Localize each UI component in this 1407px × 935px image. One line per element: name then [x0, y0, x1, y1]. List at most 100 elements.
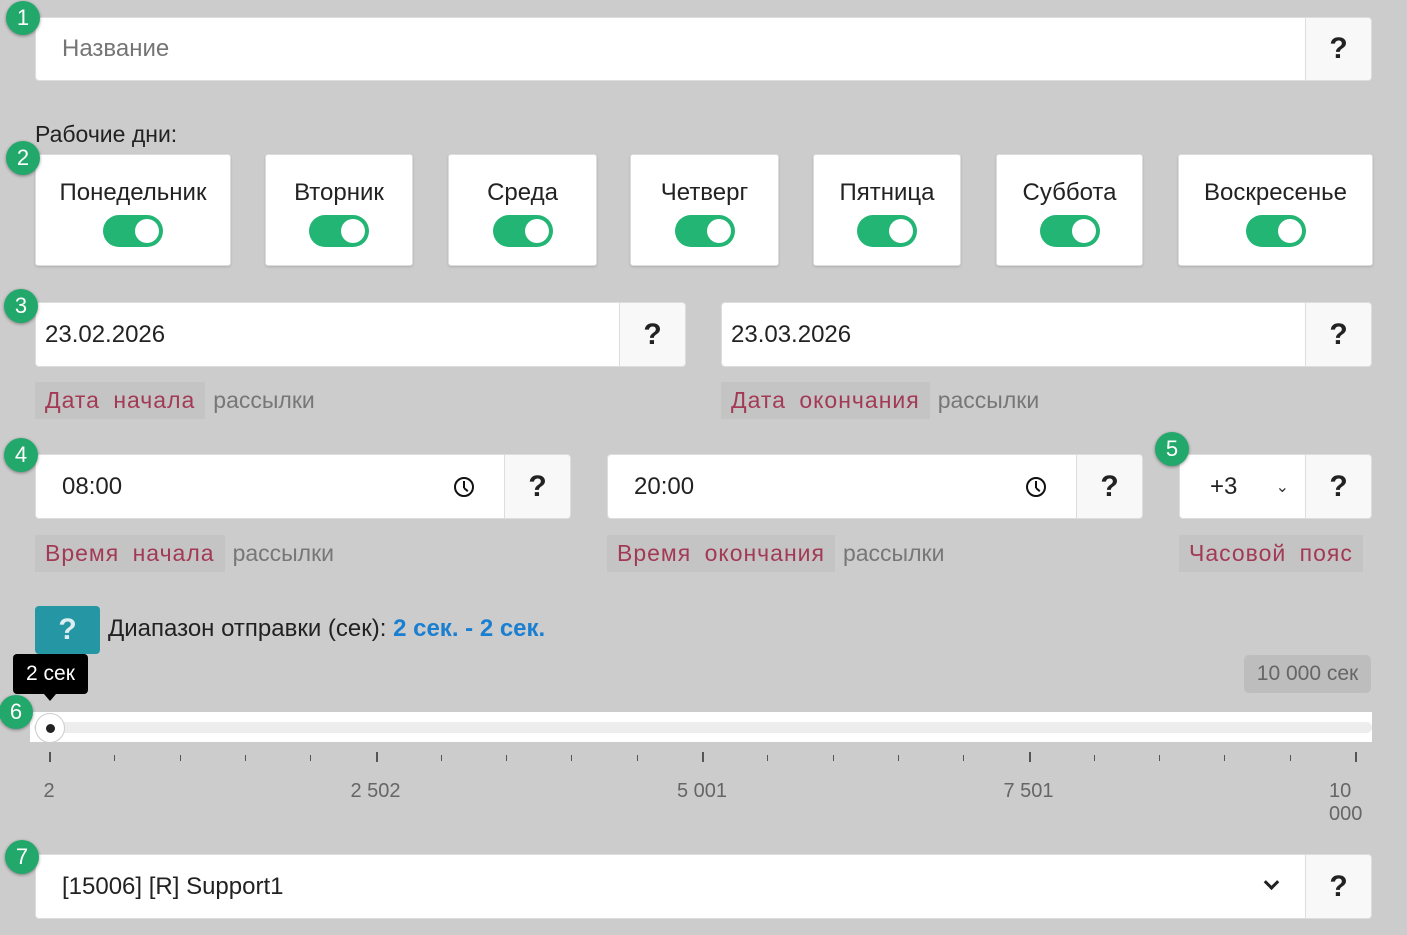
end-date-field[interactable]: 23.03.2026 ? [721, 302, 1372, 367]
slider-tick [49, 752, 51, 762]
slider-tick [636, 755, 638, 761]
day-label: Пятница [839, 179, 935, 206]
step-badge-5: 5 [1155, 432, 1189, 466]
working-days-label: Рабочие дни: [35, 121, 178, 147]
day-toggle[interactable] [1039, 215, 1100, 247]
range-help-button[interactable]: ? [35, 606, 100, 654]
slider-handle[interactable] [35, 713, 65, 743]
day-card: Понедельник [35, 154, 231, 266]
day-label: Вторник [294, 179, 384, 206]
slider-tick-label: 10 000 [1329, 780, 1363, 825]
slider-tick [1093, 755, 1095, 761]
caption-rest: рассылки [213, 387, 315, 413]
name-field[interactable]: ? [35, 17, 1372, 81]
caption-rest: рассылки [937, 387, 1040, 413]
step-badge-2: 2 [6, 141, 40, 175]
day-card: Среда [448, 154, 597, 266]
chevron-down-icon[interactable] [1263, 874, 1280, 891]
day-card: Пятница [813, 154, 961, 266]
day-toggle[interactable] [492, 215, 553, 247]
day-label: Понедельник [59, 179, 207, 206]
end-date-help-button[interactable]: ? [1305, 303, 1371, 366]
end-time-caption: Время окончания рассылки [607, 535, 944, 572]
start-time-value[interactable]: 08:00 [62, 472, 123, 500]
caption-highlight: Время окончания [607, 535, 835, 572]
step-badge-6: 6 [0, 695, 33, 729]
step-badge-1: 1 [6, 1, 40, 35]
step-badge-7: 7 [5, 840, 39, 874]
day-toggle[interactable] [1245, 215, 1306, 247]
account-select-value[interactable]: [15006] [R] Support1 [62, 872, 284, 900]
slider-tick [702, 752, 704, 762]
slider[interactable] [30, 712, 1372, 743]
name-input[interactable] [36, 18, 1305, 80]
timezone-help-button[interactable]: ? [1305, 455, 1371, 518]
range-label: Диапазон отправки (сек): [108, 615, 387, 642]
end-time-help-button[interactable]: ? [1076, 455, 1142, 518]
timezone-value[interactable]: +3 [1210, 472, 1238, 500]
slider-tick [506, 755, 508, 761]
slider-tick-label: 2 502 [350, 780, 401, 802]
start-date-value[interactable]: 23.02.2026 [45, 320, 166, 348]
account-select[interactable]: [15006] [R] Support1 ? [35, 854, 1372, 919]
slider-tick [114, 755, 116, 761]
slider-tooltip: 2 сек [13, 654, 88, 694]
slider-max-chip: 10 000 сек [1244, 655, 1371, 693]
slider-tick [571, 755, 573, 761]
step-badge-3: 3 [4, 289, 38, 323]
end-date-value[interactable]: 23.03.2026 [731, 320, 852, 348]
day-label: Воскресенье [1203, 179, 1347, 206]
end-time-field[interactable]: 20:00 ? [607, 454, 1143, 519]
slider-tick-label: 5 001 [676, 780, 728, 802]
day-toggle[interactable] [309, 215, 369, 247]
slider-tick-label: 7 501 [1003, 780, 1054, 802]
slider-tick-label: 2 [43, 780, 55, 802]
day-toggle[interactable] [103, 215, 163, 247]
end-date-caption: Дата окончания рассылки [721, 382, 1039, 419]
clock-icon[interactable] [1026, 476, 1046, 497]
caption-highlight: Дата окончания [721, 382, 930, 419]
caption-rest: рассылки [232, 540, 335, 566]
start-time-field[interactable]: 08:00 ? [35, 454, 571, 519]
caption-rest: рассылки [842, 540, 945, 566]
day-toggle[interactable] [857, 215, 917, 247]
slider-tick [375, 752, 378, 762]
day-card: Четверг [630, 154, 779, 266]
day-label: Среда [487, 179, 558, 206]
slider-tick [767, 755, 769, 761]
timezone-caption: Часовой пояс [1179, 535, 1363, 572]
slider-tick [1224, 755, 1226, 761]
start-date-caption: Дата начала рассылки [35, 382, 315, 419]
start-date-field[interactable]: 23.02.2026 ? [35, 302, 686, 367]
range-label-row: Диапазон отправки (сек): 2 сек. - 2 сек. [108, 615, 545, 643]
slider-tick [1355, 752, 1357, 762]
day-label: Четверг [660, 179, 749, 206]
chevron-down-icon[interactable]: ⌄ [1275, 478, 1289, 496]
slider-tick [1289, 755, 1291, 761]
day-label: Суббота [1022, 179, 1117, 206]
slider-tick [179, 755, 181, 761]
slider-tick [1028, 752, 1031, 762]
start-date-help-button[interactable]: ? [619, 303, 685, 366]
slider-tick [897, 755, 899, 761]
slider-tick [440, 755, 442, 761]
caption-highlight: Часовой пояс [1179, 535, 1363, 572]
account-help-button[interactable]: ? [1305, 855, 1371, 918]
day-card: Суббота [996, 154, 1143, 266]
day-card: Вторник [265, 154, 413, 266]
slider-tick [963, 755, 965, 761]
end-time-value[interactable]: 20:00 [634, 472, 695, 500]
slider-tick [1159, 755, 1161, 761]
caption-highlight: Время начала [35, 535, 225, 572]
tooltip-arrow [44, 694, 56, 707]
start-time-caption: Время начала рассылки [35, 535, 334, 572]
slider-tick [832, 755, 834, 761]
name-help-button[interactable]: ? [1305, 18, 1371, 80]
timezone-select[interactable]: +3 ⌄ ? [1179, 454, 1372, 519]
clock-icon[interactable] [454, 476, 474, 497]
start-time-help-button[interactable]: ? [504, 455, 570, 518]
range-value: 2 сек. - 2 сек. [393, 615, 546, 642]
day-toggle[interactable] [674, 215, 735, 247]
step-badge-4: 4 [4, 438, 38, 472]
slider-track[interactable] [34, 722, 1372, 733]
